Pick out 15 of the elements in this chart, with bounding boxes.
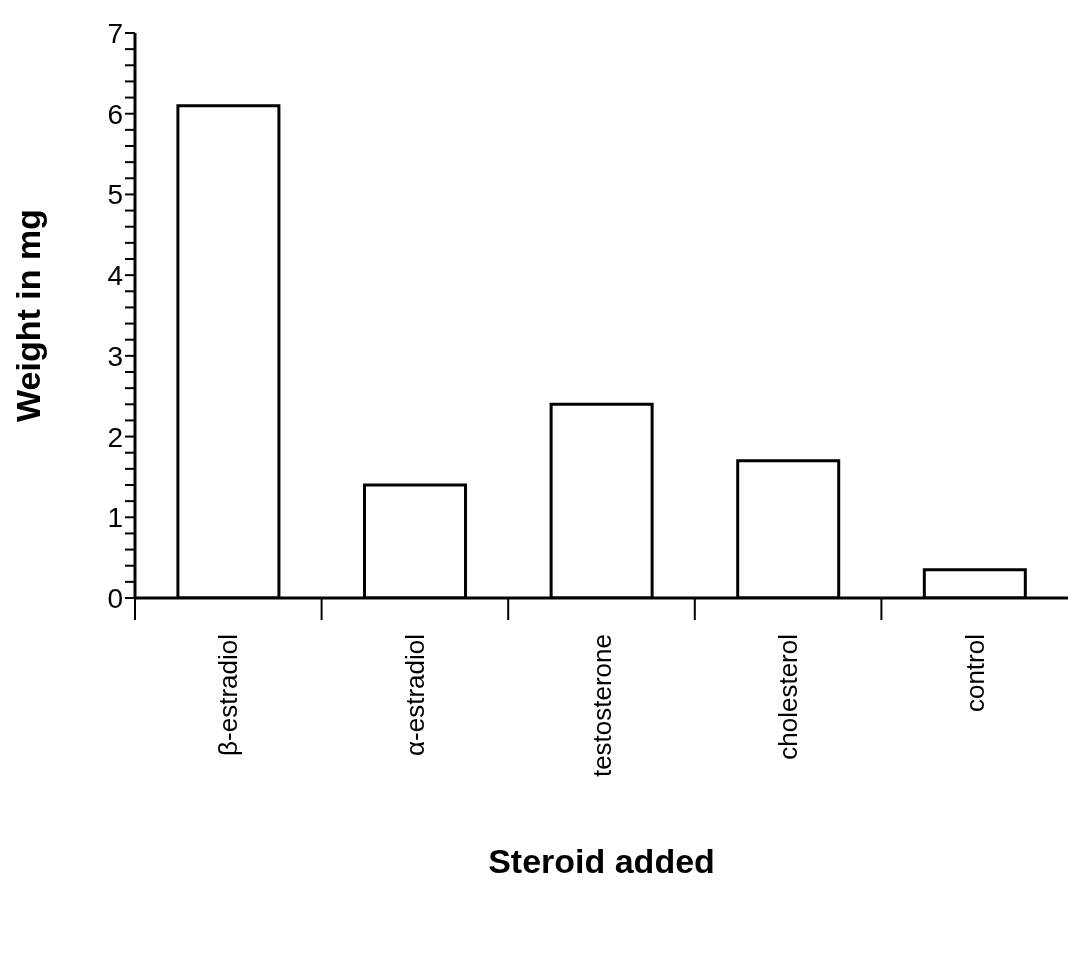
y-tick-label: 1 xyxy=(107,502,123,534)
y-tick-label: 7 xyxy=(107,17,123,49)
y-axis-title: Weight in mg xyxy=(9,209,48,422)
x-tick-label: cholesterol xyxy=(773,634,804,760)
x-tick-label: β-estradiol xyxy=(213,634,244,756)
y-tick-label: 6 xyxy=(107,98,123,130)
y-tick-label: 2 xyxy=(107,421,123,453)
x-tick-label: α-estradiol xyxy=(399,634,430,756)
y-tick-label: 4 xyxy=(107,260,123,292)
x-tick-label: testosterone xyxy=(586,634,617,778)
x-tick-label: control xyxy=(959,634,990,713)
y-tick-label: 0 xyxy=(107,582,123,614)
y-tick-label: 3 xyxy=(107,340,123,372)
y-tick-label: 5 xyxy=(107,179,123,211)
x-axis-title: Steroid added xyxy=(488,842,715,880)
